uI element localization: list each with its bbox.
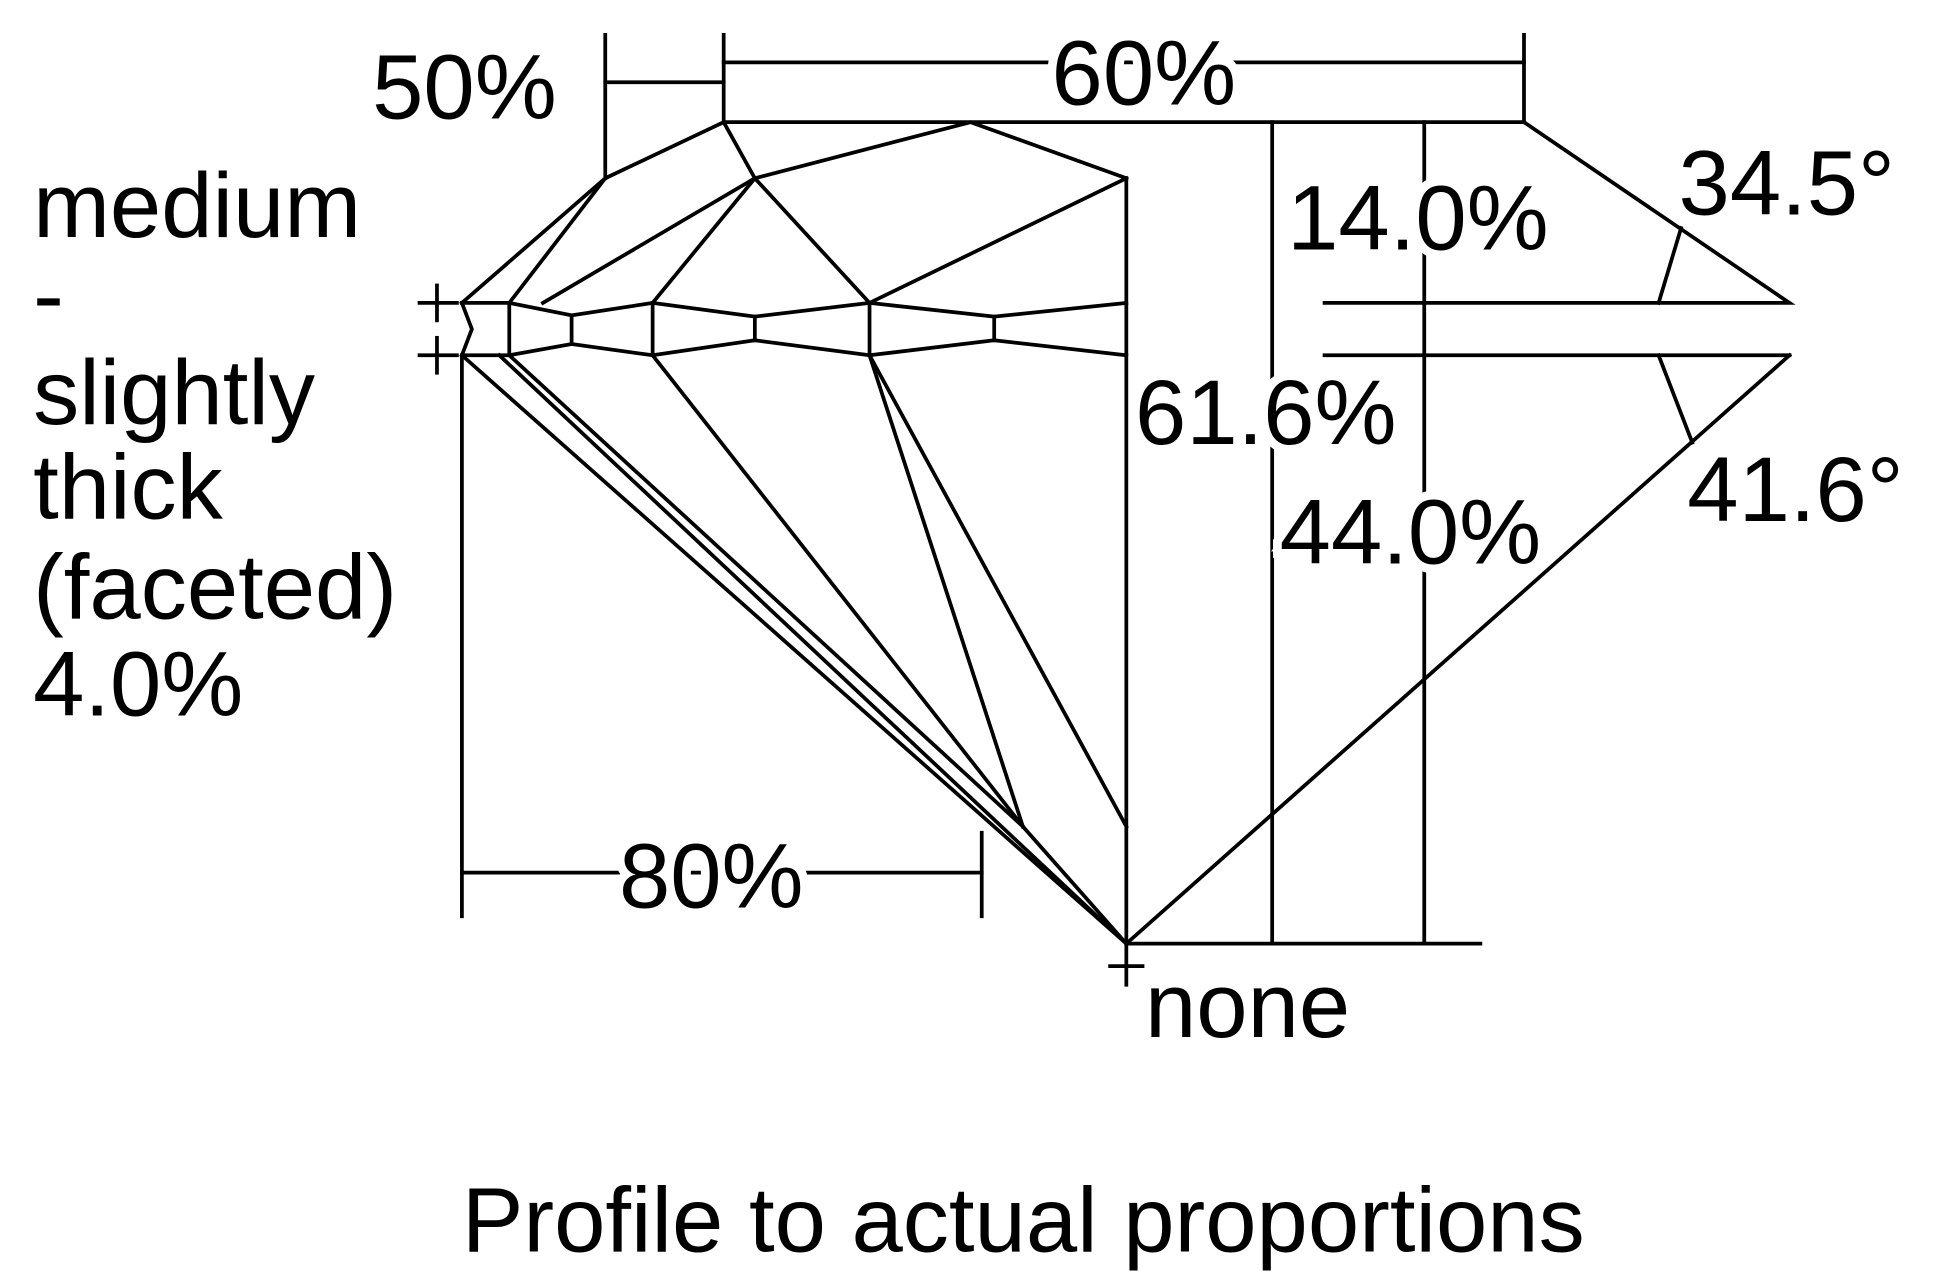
culet-label: none [1145, 953, 1350, 1057]
crown-angle-label: 34.5° [1679, 130, 1895, 234]
crown-height-label: 14.0% [1287, 165, 1549, 269]
lower-half-length-label: 80% [619, 824, 804, 928]
girdle-label-line: (faceted) [33, 534, 397, 638]
dimension-lines [460, 33, 1695, 946]
pavilion-depth-label: 44.0% [1280, 479, 1542, 583]
diamond-outline [417, 119, 1796, 987]
star-length-label: 50% [372, 34, 557, 138]
caption: Profile to actual proportions [462, 1168, 1585, 1272]
girdle-label-line: medium [33, 153, 361, 257]
total-depth-label: 61.6% [1135, 360, 1397, 464]
pavilion-angle-label: 41.6° [1687, 437, 1903, 541]
girdle-label-line: thick [33, 435, 224, 539]
girdle-label-line: - [33, 243, 64, 347]
girdle-label: medium - slightly thick (faceted) 4.0% [33, 153, 397, 736]
table-percent-label: 60% [1052, 21, 1237, 125]
girdle-label-line: 4.0% [33, 632, 243, 736]
girdle-label-line: slightly [33, 340, 315, 444]
